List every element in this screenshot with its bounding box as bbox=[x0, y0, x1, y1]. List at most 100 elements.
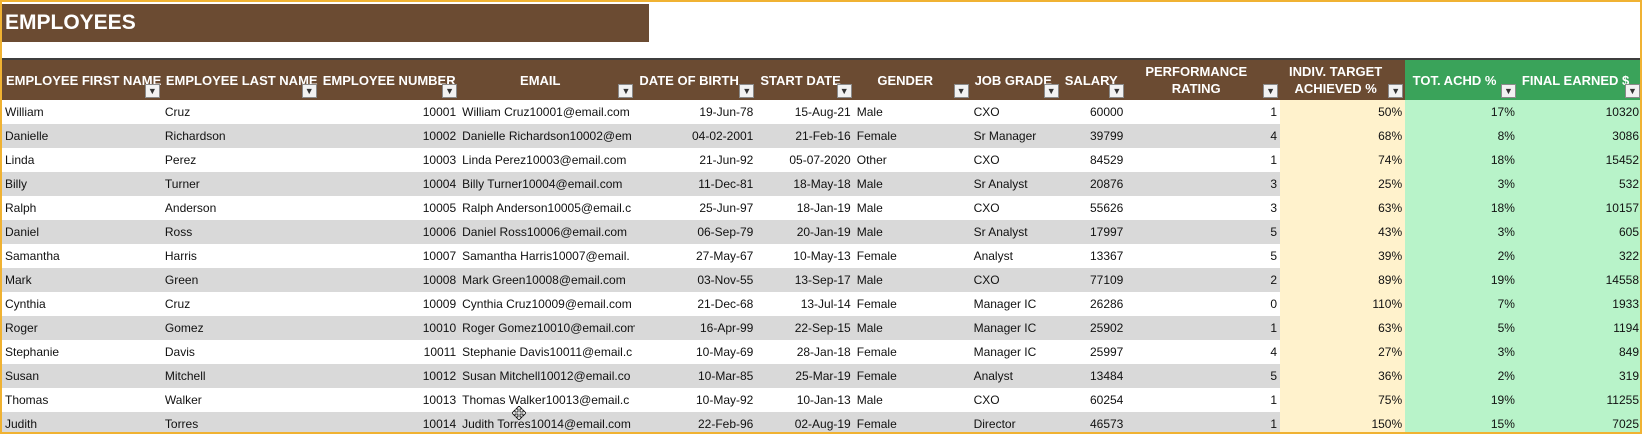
table-cell[interactable]: Female bbox=[853, 124, 971, 148]
table-cell[interactable]: 14558 bbox=[1517, 268, 1640, 292]
table-cell[interactable]: 18% bbox=[1405, 148, 1518, 172]
table-cell[interactable]: Male bbox=[853, 220, 971, 244]
table-cell[interactable]: 63% bbox=[1280, 316, 1406, 340]
table-cell[interactable]: 19-Jun-78 bbox=[635, 100, 757, 124]
table-cell[interactable]: 10-Mar-85 bbox=[635, 364, 757, 388]
table-cell[interactable]: Samantha Harris10007@email. bbox=[459, 244, 636, 268]
table-cell[interactable]: Thomas bbox=[2, 388, 162, 412]
table-cell[interactable]: Ross bbox=[161, 220, 319, 244]
table-cell[interactable]: Danielle Richardson10002@em bbox=[459, 124, 636, 148]
table-cell[interactable]: 5 bbox=[1126, 220, 1281, 244]
table-cell[interactable]: 10-May-69 bbox=[635, 340, 757, 364]
table-cell[interactable]: 10004 bbox=[318, 172, 460, 196]
table-cell[interactable]: Analyst bbox=[970, 364, 1061, 388]
table-cell[interactable]: Torres bbox=[161, 412, 319, 432]
table-cell[interactable]: 1 bbox=[1126, 100, 1281, 124]
table-cell[interactable]: Manager IC bbox=[970, 340, 1061, 364]
table-cell[interactable]: 532 bbox=[1517, 172, 1640, 196]
table-cell[interactable]: 89% bbox=[1280, 268, 1406, 292]
table-cell[interactable]: Other bbox=[853, 148, 971, 172]
table-cell[interactable]: 1 bbox=[1126, 316, 1281, 340]
table-cell[interactable]: Gomez bbox=[161, 316, 319, 340]
table-cell[interactable]: Billy Turner10004@email.com bbox=[459, 172, 636, 196]
table-cell[interactable]: 03-Nov-55 bbox=[635, 268, 757, 292]
table-cell[interactable]: 150% bbox=[1280, 412, 1406, 432]
table-cell[interactable]: 0 bbox=[1126, 292, 1281, 316]
column-header-employee-last-name[interactable]: EMPLOYEE LAST NAME ▼ bbox=[161, 60, 319, 100]
table-cell[interactable]: 17997 bbox=[1060, 220, 1127, 244]
table-cell[interactable]: Roger Gomez10010@email.com bbox=[459, 316, 636, 340]
table-cell[interactable]: 68% bbox=[1280, 124, 1406, 148]
table-cell[interactable]: Manager IC bbox=[970, 316, 1061, 340]
table-cell[interactable]: 10014 bbox=[318, 412, 460, 432]
table-cell[interactable]: 10007 bbox=[318, 244, 460, 268]
table-cell[interactable]: 25997 bbox=[1060, 340, 1127, 364]
table-cell[interactable]: Linda bbox=[2, 148, 162, 172]
table-cell[interactable]: 10008 bbox=[318, 268, 460, 292]
table-cell[interactable]: Cruz bbox=[161, 292, 319, 316]
table-cell[interactable]: 18-Jan-19 bbox=[756, 196, 854, 220]
table-cell[interactable]: 27-May-67 bbox=[635, 244, 757, 268]
column-header-salary[interactable]: SALARY ▼ bbox=[1060, 60, 1127, 100]
table-cell[interactable]: 16-Apr-99 bbox=[635, 316, 757, 340]
filter-dropdown-icon[interactable]: ▼ bbox=[442, 84, 458, 98]
column-header-indiv-target-achieved[interactable]: INDIV. TARGET ACHIEVED % ▼ bbox=[1280, 60, 1406, 100]
table-cell[interactable]: 5 bbox=[1126, 364, 1281, 388]
table-cell[interactable]: Stephanie bbox=[2, 340, 162, 364]
table-cell[interactable]: Cruz bbox=[161, 100, 319, 124]
table-cell[interactable]: Sr Analyst bbox=[970, 172, 1061, 196]
table-cell[interactable]: 10006 bbox=[318, 220, 460, 244]
table-cell[interactable]: CXO bbox=[970, 196, 1061, 220]
table-cell[interactable]: Male bbox=[853, 316, 971, 340]
table-cell[interactable]: 22-Sep-15 bbox=[756, 316, 854, 340]
filter-dropdown-icon[interactable]: ▼ bbox=[1625, 84, 1640, 98]
table-cell[interactable]: 25% bbox=[1280, 172, 1406, 196]
table-cell[interactable]: Walker bbox=[161, 388, 319, 412]
table-cell[interactable]: 28-Jan-18 bbox=[756, 340, 854, 364]
table-cell[interactable]: 3 bbox=[1126, 172, 1281, 196]
table-cell[interactable]: 13367 bbox=[1060, 244, 1127, 268]
table-cell[interactable]: 1 bbox=[1126, 148, 1281, 172]
table-cell[interactable]: 7% bbox=[1405, 292, 1518, 316]
table-cell[interactable]: 319 bbox=[1517, 364, 1640, 388]
column-header-date-of-birth[interactable]: DATE OF BIRTH ▼ bbox=[635, 60, 757, 100]
table-cell[interactable]: 13484 bbox=[1060, 364, 1127, 388]
table-cell[interactable]: 2% bbox=[1405, 244, 1518, 268]
table-cell[interactable]: 849 bbox=[1517, 340, 1640, 364]
table-cell[interactable]: 15-Aug-21 bbox=[756, 100, 854, 124]
table-cell[interactable]: 1 bbox=[1126, 412, 1281, 432]
table-cell[interactable]: 75% bbox=[1280, 388, 1406, 412]
table-cell[interactable]: 15452 bbox=[1517, 148, 1640, 172]
table-cell[interactable]: 2% bbox=[1405, 364, 1518, 388]
table-cell[interactable]: 04-02-2001 bbox=[635, 124, 757, 148]
column-header-start-date[interactable]: START DATE ▼ bbox=[756, 60, 854, 100]
table-cell[interactable]: 84529 bbox=[1060, 148, 1127, 172]
table-cell[interactable]: 3 bbox=[1126, 196, 1281, 220]
table-cell[interactable]: Male bbox=[853, 100, 971, 124]
table-cell[interactable]: Male bbox=[853, 196, 971, 220]
filter-dropdown-icon[interactable]: ▼ bbox=[739, 84, 755, 98]
table-cell[interactable]: 11-Dec-81 bbox=[635, 172, 757, 196]
table-cell[interactable]: Female bbox=[853, 292, 971, 316]
table-cell[interactable]: 25-Jun-97 bbox=[635, 196, 757, 220]
table-cell[interactable]: 10-May-92 bbox=[635, 388, 757, 412]
table-cell[interactable]: 3% bbox=[1405, 220, 1518, 244]
table-cell[interactable]: 25902 bbox=[1060, 316, 1127, 340]
table-cell[interactable]: 605 bbox=[1517, 220, 1640, 244]
table-cell[interactable]: 4 bbox=[1126, 124, 1281, 148]
filter-dropdown-icon[interactable]: ▼ bbox=[1388, 84, 1404, 98]
table-cell[interactable]: 20876 bbox=[1060, 172, 1127, 196]
table-cell[interactable]: 1194 bbox=[1517, 316, 1640, 340]
table-cell[interactable]: Stephanie Davis10011@email.c bbox=[459, 340, 636, 364]
table-cell[interactable]: Ralph bbox=[2, 196, 162, 220]
table-cell[interactable]: 322 bbox=[1517, 244, 1640, 268]
table-cell[interactable]: Daniel Ross10006@email.com bbox=[459, 220, 636, 244]
table-cell[interactable]: Linda Perez10003@email.com bbox=[459, 148, 636, 172]
table-cell[interactable]: 55626 bbox=[1060, 196, 1127, 220]
table-cell[interactable]: 77109 bbox=[1060, 268, 1127, 292]
column-header-gender[interactable]: GENDER ▼ bbox=[853, 60, 971, 100]
table-cell[interactable]: 43% bbox=[1280, 220, 1406, 244]
table-cell[interactable]: Susan bbox=[2, 364, 162, 388]
table-cell[interactable]: Mark bbox=[2, 268, 162, 292]
table-cell[interactable]: 10001 bbox=[318, 100, 460, 124]
